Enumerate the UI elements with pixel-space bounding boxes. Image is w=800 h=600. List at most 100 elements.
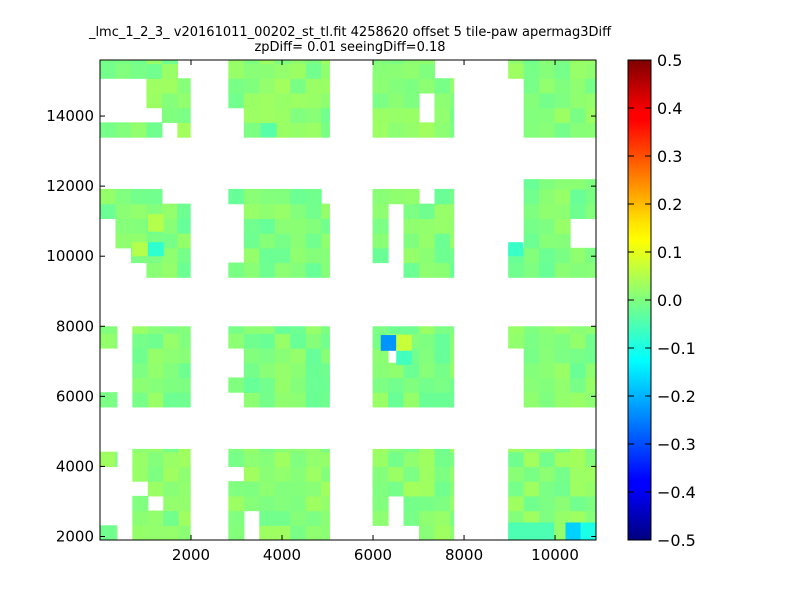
heatmap-cell: [523, 392, 540, 408]
heatmap-cell: [523, 233, 540, 249]
heatmap-cell: [434, 448, 451, 453]
heatmap-cell: [508, 448, 525, 453]
heatmap-cell: [305, 333, 322, 349]
heatmap-cell: [570, 510, 587, 526]
heatmap-cell: [523, 262, 540, 278]
heatmap-cell: [418, 448, 436, 453]
heatmap-cell: [554, 203, 571, 219]
heatmap-cell: [554, 179, 571, 190]
heatmap-cell: [434, 262, 451, 278]
heatmap-cell: [418, 333, 436, 349]
y-tick-label: 2000: [56, 527, 94, 545]
heatmap-cell: [305, 188, 322, 205]
colorbar-tick-label: −0.2: [657, 387, 696, 406]
heatmap-cell: [585, 348, 596, 364]
heatmap-cell: [259, 188, 276, 205]
heatmap-cell: [585, 362, 596, 379]
heatmap-cell: [161, 247, 178, 264]
heatmap-cell: [163, 392, 180, 408]
heatmap-cell: [321, 392, 330, 408]
heatmap-cell: [163, 481, 180, 497]
heatmap-cell: [388, 377, 405, 393]
heatmap-cell: [115, 233, 132, 249]
heatmap-cell: [570, 495, 587, 512]
heatmap-cell: [321, 466, 330, 482]
heatmap-cell: [449, 377, 455, 393]
colorbar-tick-label: −0.1: [657, 339, 696, 358]
heatmap-cell: [321, 60, 330, 65]
heatmap-cell: [115, 203, 132, 219]
heatmap-cell: [372, 92, 389, 109]
heatmap-cell: [259, 78, 276, 94]
heatmap-cell: [449, 233, 455, 249]
heatmap-cell: [570, 188, 587, 205]
heatmap-cell: [372, 377, 389, 393]
heatmap-cell: [403, 326, 420, 334]
heatmap-cell: [403, 448, 420, 453]
heatmap-cell: [418, 451, 436, 468]
heatmap-cell: [388, 107, 405, 123]
heatmap-cell: [132, 348, 149, 364]
heatmap-cell: [523, 466, 540, 482]
heatmap-cell: [539, 392, 556, 408]
heatmap-cell: [178, 392, 191, 408]
heatmap-cell: [305, 377, 322, 393]
heatmap-cell: [147, 348, 164, 364]
heatmap-cell: [305, 60, 322, 65]
heatmap-cell: [508, 495, 525, 512]
heatmap-cell: [228, 448, 245, 453]
heatmap-cell: [161, 60, 178, 65]
heatmap-cell: [321, 451, 330, 468]
heatmap-cell: [523, 247, 540, 264]
heatmap-cell: [243, 481, 260, 497]
heatmap-cell: [243, 466, 260, 482]
heatmap-cells: [100, 60, 596, 540]
heatmap-cell: [372, 392, 389, 408]
heatmap-cell: [434, 107, 451, 123]
heatmap-cell: [228, 510, 245, 526]
heatmap-cell: [290, 362, 307, 379]
heatmap-cell: [274, 107, 291, 123]
heatmap-cell: [290, 60, 307, 65]
heatmap-cell: [178, 525, 191, 540]
heatmap-cell: [274, 348, 291, 364]
heatmap-cell: [274, 451, 291, 468]
heatmap-cell: [434, 247, 451, 264]
heatmap-cell: [321, 107, 330, 123]
heatmap-cell: [508, 262, 525, 278]
heatmap-cell: [243, 218, 260, 234]
heatmap-cell: [403, 122, 420, 138]
heatmap-cell: [539, 262, 556, 278]
heatmap-cell: [321, 78, 330, 94]
heatmap-cell: [403, 466, 420, 482]
heatmap-cell: [418, 392, 436, 408]
heatmap-cell: [290, 333, 307, 349]
heatmap-cell: [100, 60, 117, 65]
heatmap-cell: [372, 451, 389, 468]
heatmap-cell: [259, 525, 276, 540]
heatmap-cell: [228, 333, 245, 349]
heatmap-cell: [177, 122, 191, 138]
heatmap-cell: [243, 92, 260, 109]
heatmap-cell: [290, 348, 307, 364]
heatmap-cell: [434, 377, 451, 393]
heatmap-cell: [449, 495, 455, 512]
heatmap-cell: [178, 362, 191, 379]
heatmap-cell: [321, 203, 330, 219]
heatmap-cell: [274, 92, 291, 109]
heatmap-cell: [290, 233, 307, 249]
heatmap-cell: [539, 510, 556, 526]
heatmap-cell: [163, 362, 180, 379]
heatmap-cell: [259, 392, 276, 408]
heatmap-cell: [290, 107, 307, 123]
heatmap-cell: [434, 122, 451, 138]
heatmap-cell: [585, 326, 596, 334]
heatmap-cell: [570, 333, 587, 349]
heatmap-cell: [418, 348, 436, 364]
heatmap-cell: [305, 63, 322, 79]
heatmap-cell: [539, 122, 556, 138]
heatmap-cell: [161, 78, 178, 94]
heatmap-cell: [274, 218, 291, 234]
heatmap-cell: [554, 348, 571, 364]
heatmap-cell: [539, 333, 556, 349]
